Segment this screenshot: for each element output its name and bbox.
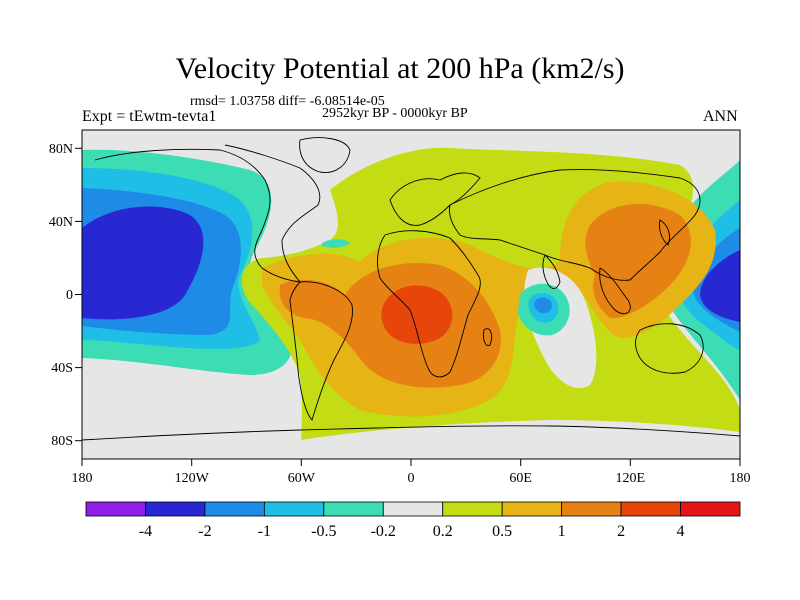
coastlines bbox=[82, 137, 740, 441]
x-tick-label: 120W bbox=[175, 471, 210, 486]
colorbar: -4 -2 -1 -0.5 -0.2 0.2 0.5 1 2 4 bbox=[85, 501, 741, 540]
period-label: 2952kyr BP - 0000kyr BP bbox=[322, 106, 468, 121]
colorbar-label: -1 bbox=[258, 523, 271, 540]
x-tick-label: 180 bbox=[72, 471, 93, 486]
colorbar-swatch bbox=[561, 501, 622, 517]
coast-north-america bbox=[94, 144, 321, 283]
y-tick-label: 40N bbox=[49, 215, 73, 230]
colorbar-label: 1 bbox=[558, 523, 566, 540]
colorbar-label: 0.5 bbox=[492, 523, 512, 540]
contour-asia-strong bbox=[585, 203, 691, 319]
coast-southeast-asia bbox=[599, 267, 631, 314]
colorbar-swatch bbox=[680, 501, 741, 517]
coast-greenland bbox=[299, 137, 351, 173]
y-tick-marks bbox=[75, 147, 82, 442]
coast-australia bbox=[635, 323, 704, 374]
coast-antarctica bbox=[82, 425, 740, 441]
map-title: Velocity Potential at 200 hPa (km2/s) bbox=[175, 52, 625, 85]
x-tick-marks bbox=[81, 459, 741, 466]
coast-europe bbox=[389, 172, 481, 226]
colorbar-swatch bbox=[263, 501, 325, 517]
colorbar-label: -0.2 bbox=[371, 523, 396, 540]
x-tick-label: 60E bbox=[509, 471, 532, 486]
contour-atlantic-patch bbox=[322, 239, 350, 248]
y-tick-label: 80S bbox=[51, 434, 73, 449]
colorbar-swatch bbox=[85, 501, 146, 517]
colorbar-label: 4 bbox=[677, 523, 685, 540]
colorbar-swatch bbox=[382, 501, 444, 517]
experiment-label: Expt = tEwtm-tevta1 bbox=[82, 108, 217, 125]
colorbar-swatch bbox=[620, 501, 681, 517]
x-tick-label: 120E bbox=[616, 471, 646, 486]
contour-pacific-west-core bbox=[82, 206, 204, 320]
colorbar-swatch bbox=[204, 501, 265, 517]
x-tick-labels: 180 120W 60W 0 60E 120E 180 bbox=[72, 471, 751, 486]
colorbar-swatch bbox=[145, 501, 206, 517]
x-tick-label: 180 bbox=[730, 471, 751, 486]
colorbar-label: 0.2 bbox=[433, 523, 453, 540]
y-tick-label: 80N bbox=[49, 142, 73, 157]
colorbar-swatch bbox=[442, 501, 503, 517]
x-tick-label: 60W bbox=[288, 471, 316, 486]
colorbar-swatch bbox=[501, 501, 563, 517]
colorbar-label: -2 bbox=[198, 523, 211, 540]
coast-south-america bbox=[289, 281, 353, 421]
stats-text: rmsd= 1.03758 diff= -6.08514e-05 bbox=[190, 94, 385, 109]
colorbar-label: -4 bbox=[139, 523, 152, 540]
contour-southern-neutral bbox=[300, 420, 740, 459]
y-tick-label: 40S bbox=[51, 361, 73, 376]
y-tick-label: 0 bbox=[66, 288, 73, 303]
colorbar-swatch bbox=[323, 501, 384, 517]
coast-asia bbox=[449, 169, 701, 281]
season-label: ANN bbox=[703, 108, 738, 125]
coast-africa bbox=[377, 230, 481, 378]
colorbar-label: -0.5 bbox=[311, 523, 336, 540]
contour-indian-core bbox=[534, 297, 552, 314]
coast-india bbox=[542, 254, 561, 289]
coast-madagascar bbox=[483, 328, 493, 347]
contour-pacific-east-core bbox=[700, 250, 740, 322]
contour-field bbox=[82, 130, 740, 459]
contour-africa-core bbox=[381, 285, 453, 344]
x-tick-label: 0 bbox=[408, 471, 415, 486]
coast-japan bbox=[659, 219, 671, 246]
colorbar-label: 2 bbox=[617, 523, 625, 540]
y-tick-labels: 80N 40N 0 40S 80S bbox=[49, 142, 73, 449]
